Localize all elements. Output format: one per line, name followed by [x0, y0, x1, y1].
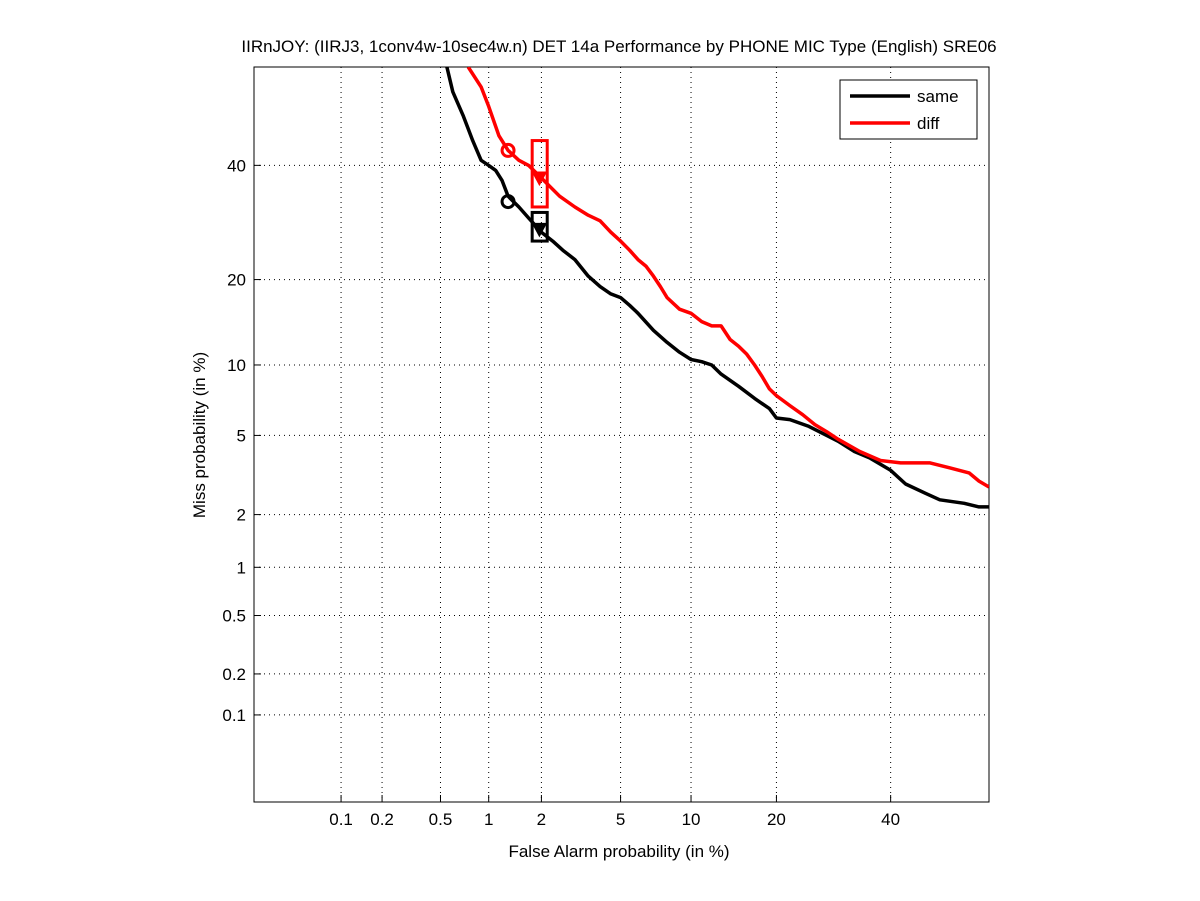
x-tick-label: 10	[682, 810, 701, 829]
min-dcf-marker-same	[500, 194, 516, 210]
series-diff	[466, 67, 989, 489]
actual-dcf-marker-same	[531, 222, 548, 238]
y-tick-label: 0.2	[222, 665, 246, 684]
y-tick-label: 40	[227, 156, 246, 175]
legend-label-same: same	[917, 87, 959, 106]
x-tick-label: 0.2	[370, 810, 394, 829]
plot-frame	[253, 66, 990, 803]
grid	[254, 67, 989, 802]
y-tick-label: 1	[237, 558, 246, 577]
x-tick-label: 2	[537, 810, 546, 829]
y-tick-label: 0.5	[222, 607, 246, 626]
series-layer	[445, 67, 989, 509]
confidence-box-diff	[530, 139, 549, 209]
x-tick-label: 20	[767, 810, 786, 829]
x-tick-label: 1	[484, 810, 493, 829]
legend-label-diff: diff	[917, 114, 940, 133]
y-tick-label: 0.1	[222, 706, 246, 725]
x-tick-label: 40	[881, 810, 900, 829]
y-tick-label: 5	[237, 426, 246, 445]
series-line-same	[445, 67, 989, 509]
x-tick-label: 0.5	[429, 810, 453, 829]
legend-box	[839, 79, 978, 140]
x-axis: 0.1 0.2 0.5 1 2 5 10 20 40	[329, 795, 900, 829]
x-tick-label: 0.1	[329, 810, 353, 829]
actual-dcf-marker-diff	[531, 171, 548, 187]
series-same	[445, 67, 989, 509]
x-axis-label: False Alarm probability (in %)	[508, 842, 729, 861]
y-tick-label: 2	[237, 506, 246, 525]
x-tick-label: 5	[616, 810, 625, 829]
y-tick-label: 20	[227, 271, 246, 290]
y-axis: 0.1 0.2 0.5 1 2 5 10 20 40	[222, 156, 261, 725]
y-tick-label: 10	[227, 356, 246, 375]
chart-title: IIRnJOY: (IIRJ3, 1conv4w-10sec4w.n) DET …	[241, 37, 996, 56]
confidence-box-same	[530, 210, 549, 243]
min-dcf-marker-diff	[500, 142, 516, 158]
legend: same diff	[839, 79, 978, 140]
y-axis-label: Miss probability (in %)	[190, 352, 209, 518]
